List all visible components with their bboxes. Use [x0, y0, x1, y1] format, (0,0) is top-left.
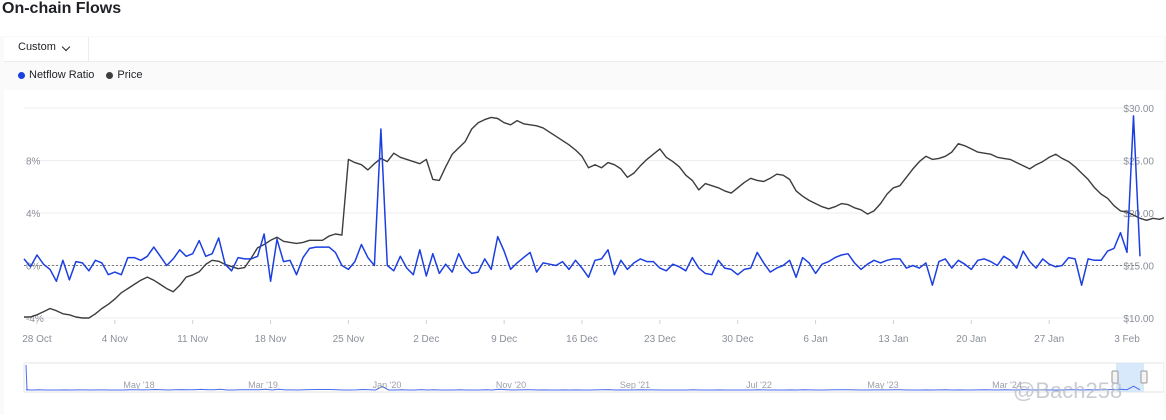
chevron-down-icon — [61, 42, 71, 52]
chart-toolbar — [4, 37, 1164, 62]
left-axis-tick-label: -4% — [26, 314, 44, 325]
navigator-line — [25, 364, 1141, 391]
netflow-price-chart: 8% 4% 0% -4% $30.00 $25.00 $20.00 $15.00 $10.00… — [22, 104, 1166, 393]
x-axis-tick-label: 30 Dec — [722, 334, 754, 345]
x-axis-tick-label: 11 Nov — [177, 334, 208, 345]
netflow-ratio-line — [23, 115, 1141, 286]
navigator-left-handle[interactable] — [1111, 370, 1119, 384]
x-axis-tick-label: 28 Oct — [22, 334, 52, 345]
right-axis-tick-label: $10.00 — [1123, 314, 1154, 325]
right-axis-tick-label: $15.00 — [1123, 262, 1154, 273]
navigator-tick-label: May '23 — [867, 380, 898, 390]
left-axis-tick-label: 0% — [26, 262, 41, 273]
navigator-tick-label: Nov '20 — [496, 380, 526, 390]
watermark-text: @Bach258 — [1013, 378, 1123, 403]
right-axis-tick-label: $25.00 — [1123, 157, 1154, 168]
page-title: On-chain Flows — [2, 0, 122, 17]
navigator-right-handle[interactable] — [1140, 370, 1148, 384]
x-axis-tick-label: 23 Dec — [644, 334, 676, 345]
left-axis-tick-label: 4% — [26, 209, 41, 220]
navigator-tick-label: Jan '20 — [373, 380, 402, 390]
x-axis-tick-label: 13 Jan — [878, 334, 908, 345]
price-legend-dot — [106, 71, 114, 79]
x-axis-tick-label: 2 Dec — [413, 334, 439, 345]
netflow-legend-label: Netflow Ratio — [29, 69, 95, 81]
navigator-tick-label: Sep '21 — [620, 380, 650, 390]
range-dropdown-label: Custom — [18, 41, 56, 53]
x-axis-tick-label: 18 Nov — [255, 334, 287, 345]
price-line — [24, 116, 1166, 319]
x-axis-tick-label: 3 Feb — [1114, 334, 1140, 345]
navigator-tick-label: Mar '19 — [248, 380, 278, 390]
legend-item-netflow[interactable]: Netflow Ratio — [18, 69, 94, 81]
navigator-tick-label: Jul '22 — [746, 380, 772, 390]
netflow-legend-dot — [18, 71, 25, 79]
right-axis-tick-label: $20.00 — [1123, 209, 1154, 220]
x-axis-tick-label: 27 Jan — [1034, 334, 1064, 345]
right-axis-tick-label: $30.00 — [1123, 104, 1154, 115]
x-axis-tick-label: 6 Jan — [803, 334, 827, 345]
x-axis-tick-label: 20 Jan — [956, 334, 986, 345]
legend-item-price[interactable]: Price — [106, 69, 142, 81]
left-axis-tick-label: 8% — [26, 157, 41, 168]
x-axis-tick-label: 16 Dec — [566, 334, 598, 345]
range-dropdown[interactable]: Custom — [4, 37, 89, 61]
navigator-tick-label: Mar '24 — [992, 380, 1022, 390]
chart-legend: Netflow Ratio Price — [18, 67, 154, 83]
x-axis-tick-label: 4 Nov — [102, 334, 128, 345]
chart-area: 8% 4% 0% -4% $30.00 $25.00 $20.00 $15.00 $10.00… — [4, 90, 1166, 415]
x-axis-tick-label: 9 Dec — [491, 334, 517, 345]
navigator-selection — [1116, 363, 1144, 392]
range-navigator — [23, 362, 1165, 393]
x-axis-tick-label: 25 Nov — [333, 334, 365, 345]
price-legend-label: Price — [117, 69, 143, 81]
navigator-tick-label: May '18 — [123, 380, 154, 390]
